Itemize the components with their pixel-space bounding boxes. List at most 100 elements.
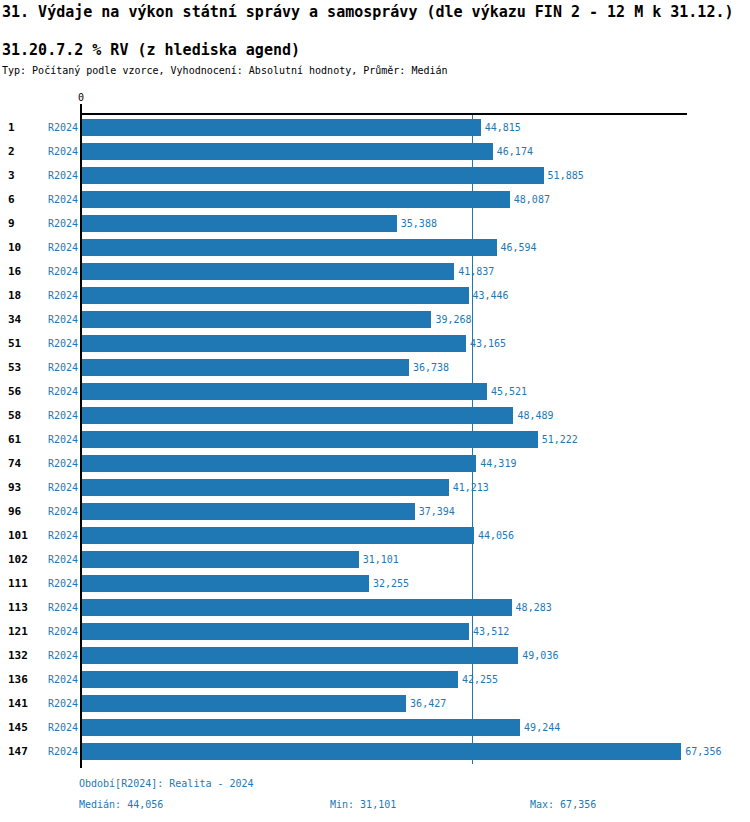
report-page: 31. Výdaje na výkon státní správy a samo… (0, 0, 750, 822)
bar-area: 43,512 (82, 623, 509, 640)
bar (82, 695, 406, 712)
bar (82, 263, 454, 280)
bar-rows: 1 R2024 44,815 2 R2024 46,174 3 R2024 51… (0, 115, 750, 763)
footer-max-stat: Max: 67,356 (530, 799, 596, 810)
y-axis-line (80, 104, 82, 768)
chart-row: 16 R2024 41,837 (0, 259, 750, 283)
chart-row: 6 R2024 48,087 (0, 187, 750, 211)
chart-row: 51 R2024 43,165 (0, 331, 750, 355)
bar-value-label: 43,446 (473, 290, 509, 301)
bar-area: 32,255 (82, 575, 409, 592)
bar-value-label: 45,521 (491, 386, 527, 397)
bar-value-label: 43,165 (470, 338, 506, 349)
footer-median-stat: Medián: 44,056 (79, 799, 163, 810)
row-period-label: R2024 (44, 722, 78, 733)
bar-value-label: 35,388 (401, 218, 437, 229)
bar-value-label: 32,255 (373, 578, 409, 589)
bar-value-label: 44,815 (485, 122, 521, 133)
bar (82, 383, 487, 400)
x-axis-zero-tick-label: 0 (74, 92, 88, 103)
row-period-label: R2024 (44, 434, 78, 445)
row-period-label: R2024 (44, 386, 78, 397)
bar (82, 239, 497, 256)
row-category-label: 18 (8, 289, 21, 302)
bar-value-label: 36,427 (410, 698, 446, 709)
bar (82, 407, 513, 424)
bar-value-label: 48,283 (516, 602, 552, 613)
chart-row: 56 R2024 45,521 (0, 379, 750, 403)
row-period-label: R2024 (44, 266, 78, 277)
bar-value-label: 49,244 (524, 722, 560, 733)
row-category-label: 111 (8, 577, 28, 590)
x-axis-line (81, 113, 687, 115)
row-period-label: R2024 (44, 242, 78, 253)
row-category-label: 145 (8, 721, 28, 734)
row-category-label: 141 (8, 697, 28, 710)
bar-area: 67,356 (82, 743, 721, 760)
row-period-label: R2024 (44, 554, 78, 565)
row-category-label: 93 (8, 481, 21, 494)
row-period-label: R2024 (44, 146, 78, 157)
row-period-label: R2024 (44, 170, 78, 181)
row-category-label: 102 (8, 553, 28, 566)
bar-value-label: 43,512 (473, 626, 509, 637)
bar-value-label: 39,268 (435, 314, 471, 325)
footer-min-stat: Min: 31,101 (330, 799, 396, 810)
bar-area: 43,446 (82, 287, 509, 304)
row-category-label: 2 (8, 145, 15, 158)
bar (82, 359, 409, 376)
row-period-label: R2024 (44, 506, 78, 517)
bar (82, 623, 469, 640)
bar-value-label: 48,489 (517, 410, 553, 421)
chart-row: 18 R2024 43,446 (0, 283, 750, 307)
row-period-label: R2024 (44, 338, 78, 349)
bar-area: 36,738 (82, 359, 449, 376)
chart-row: 9 R2024 35,388 (0, 211, 750, 235)
row-category-label: 1 (8, 121, 15, 134)
row-period-label: R2024 (44, 290, 78, 301)
indicator-meta-line: Typ: Počítaný podle vzorce, Vyhodnocení:… (2, 65, 448, 77)
bar (82, 719, 520, 736)
bar-value-label: 46,594 (501, 242, 537, 253)
bar-area: 36,427 (82, 695, 446, 712)
row-category-label: 51 (8, 337, 21, 350)
bar-area: 44,319 (82, 455, 516, 472)
bar (82, 287, 469, 304)
bar-value-label: 48,087 (514, 194, 550, 205)
chart-row: 101 R2024 44,056 (0, 523, 750, 547)
bar-area: 48,489 (82, 407, 554, 424)
row-category-label: 147 (8, 745, 28, 758)
bar-value-label: 51,885 (548, 170, 584, 181)
row-category-label: 58 (8, 409, 21, 422)
row-period-label: R2024 (44, 578, 78, 589)
row-category-label: 113 (8, 601, 28, 614)
row-period-label: R2024 (44, 362, 78, 373)
row-period-label: R2024 (44, 602, 78, 613)
row-category-label: 96 (8, 505, 21, 518)
bar-area: 51,222 (82, 431, 578, 448)
row-category-label: 53 (8, 361, 21, 374)
bar-area: 35,388 (82, 215, 437, 232)
bar-value-label: 31,101 (363, 554, 399, 565)
chart-row: 132 R2024 49,036 (0, 643, 750, 667)
bar (82, 311, 431, 328)
row-period-label: R2024 (44, 314, 78, 325)
row-category-label: 6 (8, 193, 15, 206)
row-period-label: R2024 (44, 194, 78, 205)
bar-value-label: 42,255 (462, 674, 498, 685)
bar-value-label: 41,837 (458, 266, 494, 277)
bar (82, 479, 449, 496)
chart-row: 58 R2024 48,489 (0, 403, 750, 427)
row-period-label: R2024 (44, 674, 78, 685)
bar (82, 191, 510, 208)
row-category-label: 136 (8, 673, 28, 686)
indicator-subtitle: 31.20.7.2 % RV (z hlediska agend) (2, 42, 300, 59)
chart-row: 102 R2024 31,101 (0, 547, 750, 571)
chart-row: 121 R2024 43,512 (0, 619, 750, 643)
bar-value-label: 49,036 (522, 650, 558, 661)
chart-row: 111 R2024 32,255 (0, 571, 750, 595)
bar-area: 43,165 (82, 335, 506, 352)
bar (82, 335, 466, 352)
bar-area: 49,036 (82, 647, 558, 664)
bar (82, 647, 518, 664)
